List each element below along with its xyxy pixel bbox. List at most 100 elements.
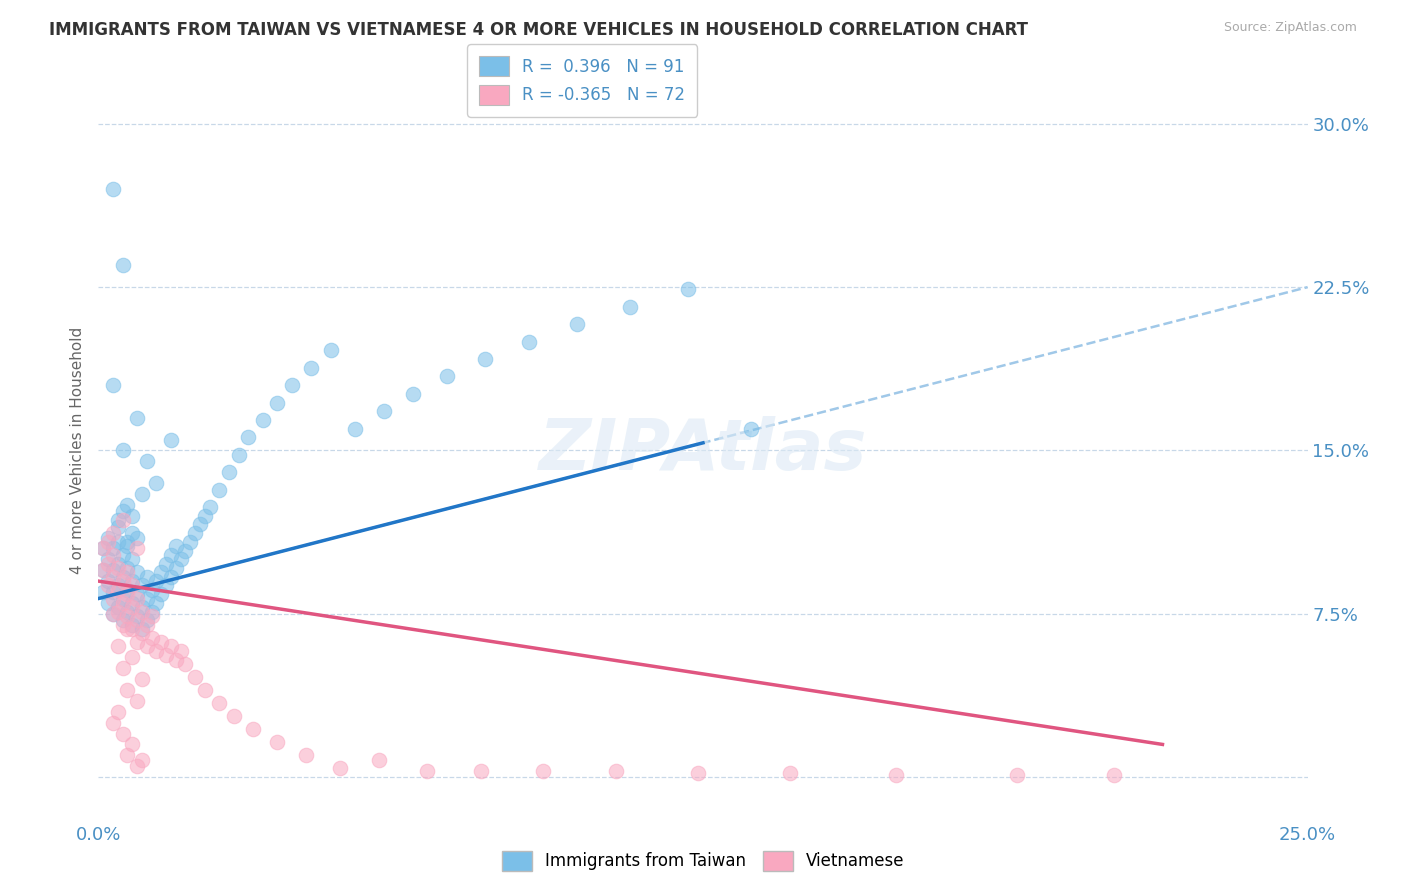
Point xyxy=(131,622,153,636)
Point xyxy=(174,657,197,671)
Point xyxy=(131,626,153,640)
Point xyxy=(121,574,143,588)
Point xyxy=(145,476,167,491)
Point xyxy=(155,557,177,571)
Point xyxy=(97,552,120,566)
Point xyxy=(436,369,458,384)
Point xyxy=(165,539,187,553)
Point xyxy=(117,498,139,512)
Point xyxy=(101,715,124,730)
Point xyxy=(111,591,134,606)
Point xyxy=(295,748,318,763)
Point xyxy=(155,648,177,662)
Point xyxy=(402,387,425,401)
Point xyxy=(127,609,149,624)
Point xyxy=(740,422,762,436)
Point xyxy=(135,454,157,468)
Point xyxy=(343,422,366,436)
Point xyxy=(474,351,496,366)
Point xyxy=(91,585,114,599)
Point xyxy=(141,631,163,645)
Point xyxy=(470,764,492,778)
Point xyxy=(101,182,124,196)
Point xyxy=(127,694,149,708)
Point xyxy=(678,282,700,296)
Point xyxy=(517,334,540,349)
Point xyxy=(111,443,134,458)
Point xyxy=(127,613,149,627)
Legend: R =  0.396   N = 91, R = -0.365   N = 72: R = 0.396 N = 91, R = -0.365 N = 72 xyxy=(467,45,697,117)
Point xyxy=(238,430,260,444)
Point xyxy=(218,465,240,479)
Point xyxy=(174,543,197,558)
Point xyxy=(169,644,191,658)
Point xyxy=(135,570,157,584)
Point xyxy=(117,539,139,553)
Point xyxy=(121,578,143,592)
Point xyxy=(101,591,124,606)
Point xyxy=(150,635,173,649)
Point xyxy=(117,566,139,580)
Point xyxy=(1102,768,1125,782)
Point xyxy=(184,526,207,541)
Point xyxy=(886,768,908,782)
Point xyxy=(117,561,139,575)
Point xyxy=(150,566,173,580)
Point xyxy=(107,561,129,575)
Point xyxy=(121,552,143,566)
Point xyxy=(131,605,153,619)
Point xyxy=(121,596,143,610)
Point xyxy=(91,541,114,556)
Point xyxy=(145,596,167,610)
Point xyxy=(121,622,143,636)
Point xyxy=(567,317,589,331)
Point xyxy=(688,765,710,780)
Point xyxy=(101,378,124,392)
Point xyxy=(111,726,134,740)
Point xyxy=(101,585,124,599)
Point xyxy=(531,764,554,778)
Point xyxy=(299,360,322,375)
Point xyxy=(97,574,120,588)
Point xyxy=(101,563,124,577)
Point xyxy=(160,640,183,654)
Point xyxy=(101,607,124,621)
Point xyxy=(319,343,342,358)
Point xyxy=(111,513,134,527)
Point xyxy=(145,644,167,658)
Point xyxy=(91,563,114,577)
Point xyxy=(117,622,139,636)
Point xyxy=(111,661,134,675)
Point xyxy=(97,596,120,610)
Point xyxy=(101,526,124,541)
Point xyxy=(198,500,221,514)
Point xyxy=(194,683,217,698)
Text: Source: ZipAtlas.com: Source: ZipAtlas.com xyxy=(1223,21,1357,34)
Point xyxy=(184,670,207,684)
Point xyxy=(127,591,149,606)
Point xyxy=(242,722,264,736)
Point xyxy=(266,735,288,749)
Point xyxy=(117,683,139,698)
Point xyxy=(160,570,183,584)
Point xyxy=(165,561,187,575)
Point xyxy=(97,535,120,549)
Point xyxy=(160,548,183,562)
Point xyxy=(117,609,139,624)
Point xyxy=(111,548,134,562)
Point xyxy=(107,578,129,592)
Point xyxy=(188,517,211,532)
Point xyxy=(127,587,149,601)
Point xyxy=(97,578,120,592)
Point xyxy=(127,759,149,773)
Y-axis label: 4 or more Vehicles in Household: 4 or more Vehicles in Household xyxy=(69,326,84,574)
Point xyxy=(107,557,129,571)
Point xyxy=(107,600,129,615)
Text: IMMIGRANTS FROM TAIWAN VS VIETNAMESE 4 OR MORE VEHICLES IN HOUSEHOLD CORRELATION: IMMIGRANTS FROM TAIWAN VS VIETNAMESE 4 O… xyxy=(49,21,1028,38)
Point xyxy=(194,508,217,523)
Point xyxy=(127,410,149,425)
Point xyxy=(222,709,245,723)
Point xyxy=(131,487,153,501)
Point xyxy=(145,574,167,588)
Point xyxy=(107,535,129,549)
